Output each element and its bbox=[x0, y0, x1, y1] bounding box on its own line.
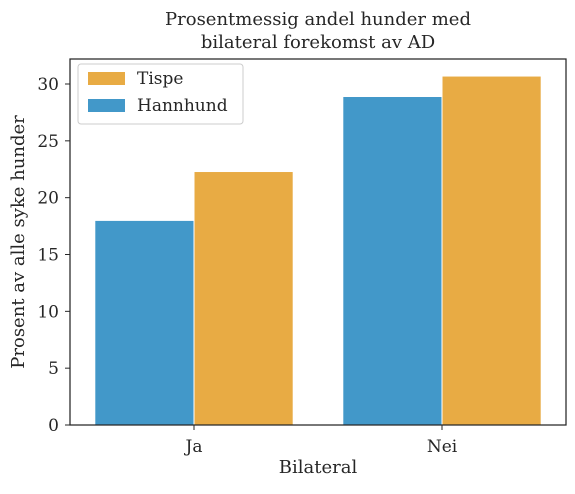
x-tick-label-nei: Nei bbox=[427, 437, 458, 457]
bar-tispe-ja bbox=[193, 171, 294, 426]
y-axis-label: Prosent av alle syke hunder bbox=[8, 115, 29, 369]
x-ticks-group: Ja Nei bbox=[184, 425, 458, 457]
chart-title-line-1: Prosentmessig andel hunder med bbox=[165, 9, 471, 30]
chart-title-line-2: bilateral forekomst av AD bbox=[201, 32, 435, 53]
y-tick-label: 30 bbox=[37, 75, 59, 95]
bars-group bbox=[94, 75, 542, 426]
y-tick-label: 20 bbox=[37, 189, 59, 209]
bar-tispe-nei bbox=[441, 75, 542, 426]
y-ticks-group: 0 5 10 15 20 25 30 bbox=[37, 75, 70, 436]
legend-swatch-tispe bbox=[88, 72, 125, 85]
y-tick-label: 15 bbox=[37, 246, 59, 266]
y-tick-label: 10 bbox=[37, 302, 59, 322]
plot-frame bbox=[69, 58, 567, 426]
bar-hannhund-ja bbox=[94, 219, 195, 426]
legend-label-hannhund: Hannhund bbox=[137, 96, 228, 116]
bar-hannhund-nei bbox=[342, 96, 443, 426]
legend-swatch-hannhund bbox=[88, 99, 125, 112]
y-tick-label: 0 bbox=[48, 416, 59, 436]
legend: Tispe Hannhund bbox=[77, 63, 244, 125]
legend-label-tispe: Tispe bbox=[137, 69, 183, 89]
y-tick-label: 25 bbox=[37, 132, 59, 152]
x-tick-label-ja: Ja bbox=[184, 437, 203, 457]
x-axis-label: Bilateral bbox=[279, 457, 358, 478]
y-tick-label: 5 bbox=[48, 359, 59, 379]
